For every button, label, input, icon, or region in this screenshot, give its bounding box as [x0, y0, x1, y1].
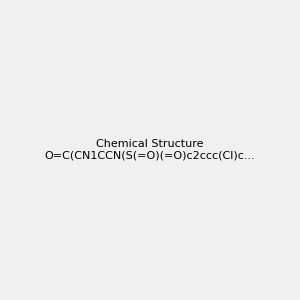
Text: Chemical Structure
O=C(CN1CCN(S(=O)(=O)c2ccc(Cl)c...: Chemical Structure O=C(CN1CCN(S(=O)(=O)c… [45, 139, 255, 161]
